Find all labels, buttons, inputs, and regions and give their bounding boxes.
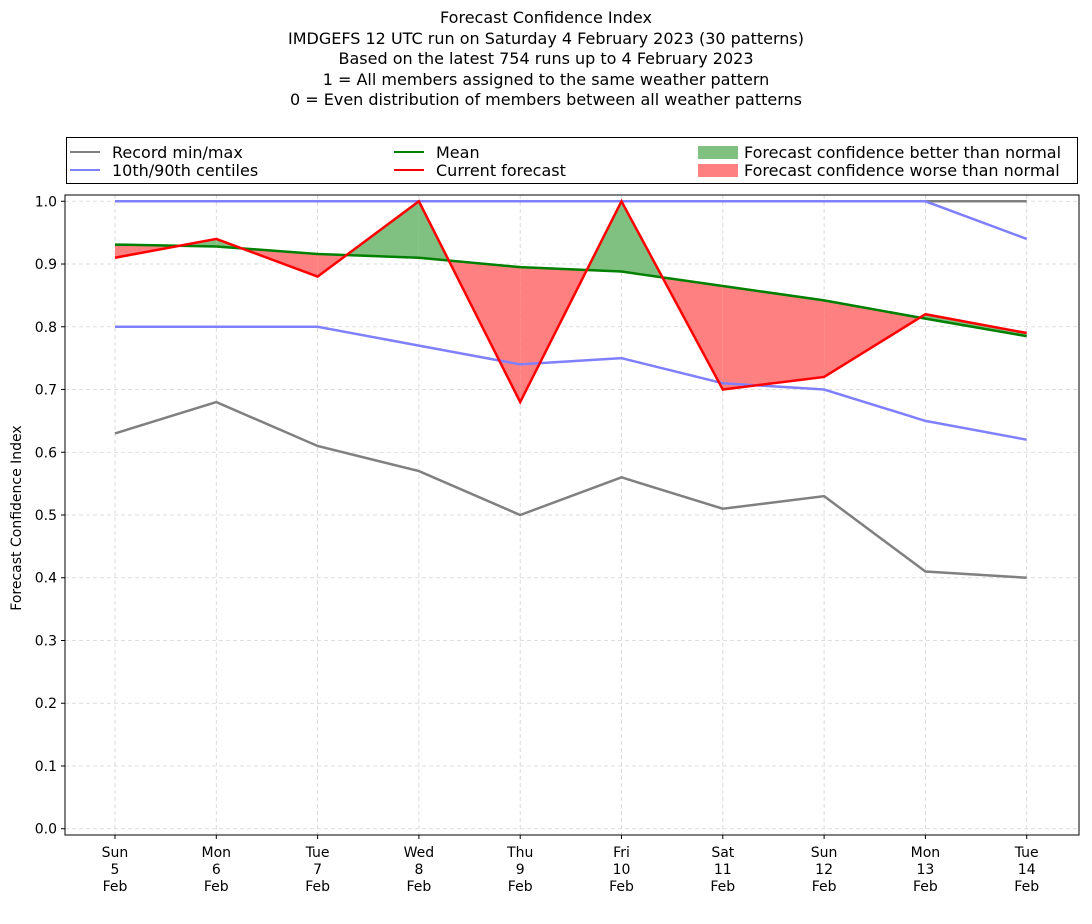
x-tick-label: Thu 9 Feb (506, 845, 533, 895)
y-tick-label: 0.7 (35, 383, 57, 399)
title-line-4: 1 = All members assigned to the same wea… (322, 69, 770, 89)
x-tick-label: Sun 5 Feb (102, 845, 129, 895)
series-lines (114, 198, 1028, 579)
record-min-line (114, 400, 1027, 579)
legend-better-swatch (698, 145, 738, 159)
legend-item-record: Record min/max (70, 142, 243, 162)
legend-record-swatch (70, 151, 100, 153)
title-line-1: Forecast Confidence Index (440, 8, 652, 27)
legend-record-label: Record min/max (112, 142, 243, 162)
y-tick-label: 0.9 (35, 257, 57, 273)
y-tick-label: 0.2 (35, 696, 57, 712)
y-tick-label: 0.3 (35, 633, 57, 649)
centile-90-line (115, 200, 1028, 241)
x-tick-label: Tue 14 Feb (1014, 845, 1039, 895)
x-tick-label: Sat 11 Feb (710, 845, 735, 895)
x-tick-label: Fri 10 Feb (609, 845, 634, 895)
legend-centiles-label: 10th/90th centiles (112, 160, 259, 180)
x-tick-label: Sun 12 Feb (811, 845, 838, 895)
y-tick-label: 0.4 (35, 571, 57, 587)
legend-item-worse: Forecast confidence worse than normal (698, 160, 1060, 180)
legend-item-mean: Mean (394, 142, 480, 162)
legend-current-label: Current forecast (436, 160, 566, 180)
legend-mean-swatch (394, 151, 424, 153)
legend-item-centiles: 10th/90th centiles (70, 160, 259, 180)
legend-item-better: Forecast confidence better than normal (698, 142, 1062, 162)
x-tick-label: Wed 8 Feb (404, 845, 435, 895)
y-tick-label: 0.0 (35, 822, 57, 838)
title-line-5: 0 = Even distribution of members between… (289, 90, 803, 109)
y-tick-label: 0.5 (35, 508, 57, 524)
y-tick-label: 0.6 (35, 445, 57, 461)
y-tick-label: 1.0 (35, 194, 57, 210)
legend-item-current: Current forecast (394, 160, 566, 180)
current-forecast-line (114, 198, 1027, 405)
x-tick-label: Mon 6 Feb (202, 845, 232, 895)
chart-title: Forecast Confidence Index IMDGEFS 12 UTC… (0, 8, 1092, 111)
title-line-3: Based on the latest 754 runs up to 4 Feb… (338, 49, 754, 68)
legend-current-swatch (394, 169, 424, 171)
legend-worse-swatch (698, 163, 738, 177)
y-tick-label: 0.8 (35, 320, 57, 336)
centile-10-line (115, 325, 1027, 441)
legend: Record min/max 10th/90th centiles Mean C… (66, 137, 1078, 184)
worse-than-normal-area (722, 285, 825, 390)
legend-mean-label: Mean (436, 142, 480, 162)
x-tick-label: Mon 13 Feb (911, 845, 941, 895)
legend-better-label: Forecast confidence better than normal (744, 142, 1062, 162)
legend-centiles-swatch (70, 169, 100, 171)
axis-ticks: 0.0 0.1 0.2 0.3 0.4 0.5 0.6 0.7 0.8 0.9 1.0 Sun 5 Feb… (35, 194, 1039, 895)
worse-than-normal-area (824, 300, 920, 377)
x-tick-label: Tue 7 Feb (305, 845, 330, 895)
y-tick-label: 0.1 (35, 759, 57, 775)
legend-worse-label: Forecast confidence worse than normal (744, 160, 1060, 180)
title-line-2: IMDGEFS 12 UTC run on Saturday 4 Februar… (287, 28, 805, 48)
mean-line (114, 243, 1027, 338)
